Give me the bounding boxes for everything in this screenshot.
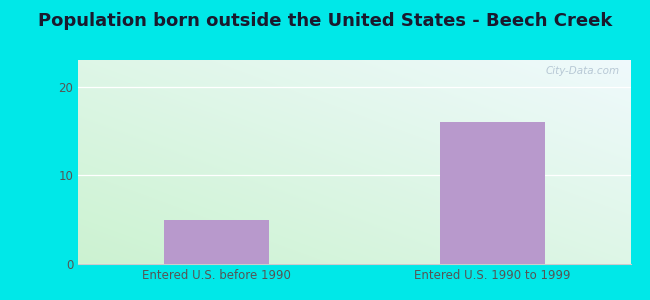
Bar: [164, 220, 268, 264]
Text: Population born outside the United States - Beech Creek: Population born outside the United State…: [38, 12, 612, 30]
Text: City-Data.com: City-Data.com: [545, 66, 619, 76]
Bar: [440, 122, 545, 264]
